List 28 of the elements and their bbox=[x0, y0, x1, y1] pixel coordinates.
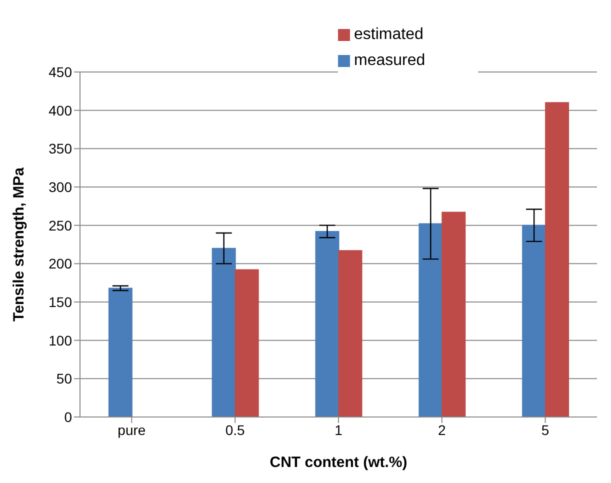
legend-label: estimated bbox=[354, 26, 424, 43]
bar bbox=[315, 230, 340, 417]
bar bbox=[545, 102, 570, 417]
bar bbox=[338, 250, 362, 417]
bar bbox=[212, 248, 236, 417]
legend-label: measured bbox=[354, 52, 426, 69]
x-tick-label: pure bbox=[118, 422, 146, 438]
bar bbox=[418, 223, 443, 417]
y-tick-label: 250 bbox=[48, 217, 72, 234]
bar bbox=[108, 288, 132, 417]
y-tick-label: 400 bbox=[48, 102, 72, 118]
y-tick-label: 150 bbox=[48, 294, 72, 310]
y-tick-label: 350 bbox=[48, 140, 72, 157]
bar bbox=[522, 224, 546, 417]
x-tick-label: 1 bbox=[334, 422, 343, 438]
x-tick-label: 2 bbox=[438, 422, 446, 438]
y-tick-label: 0 bbox=[64, 408, 72, 425]
y-tick-label: 200 bbox=[48, 256, 72, 272]
y-tick-label: 100 bbox=[48, 332, 72, 348]
x-axis-title: CNT content (wt.%) bbox=[270, 454, 408, 471]
y-tick-label: 450 bbox=[48, 64, 72, 80]
x-tick-label: 5 bbox=[541, 422, 550, 438]
y-axis-title: Tensile strength, MPa bbox=[10, 166, 28, 322]
bar bbox=[234, 269, 259, 417]
x-tick-label: 0.5 bbox=[225, 422, 246, 438]
y-tick-label: 50 bbox=[56, 370, 72, 387]
bar bbox=[442, 212, 466, 417]
y-tick-label: 300 bbox=[48, 178, 72, 195]
